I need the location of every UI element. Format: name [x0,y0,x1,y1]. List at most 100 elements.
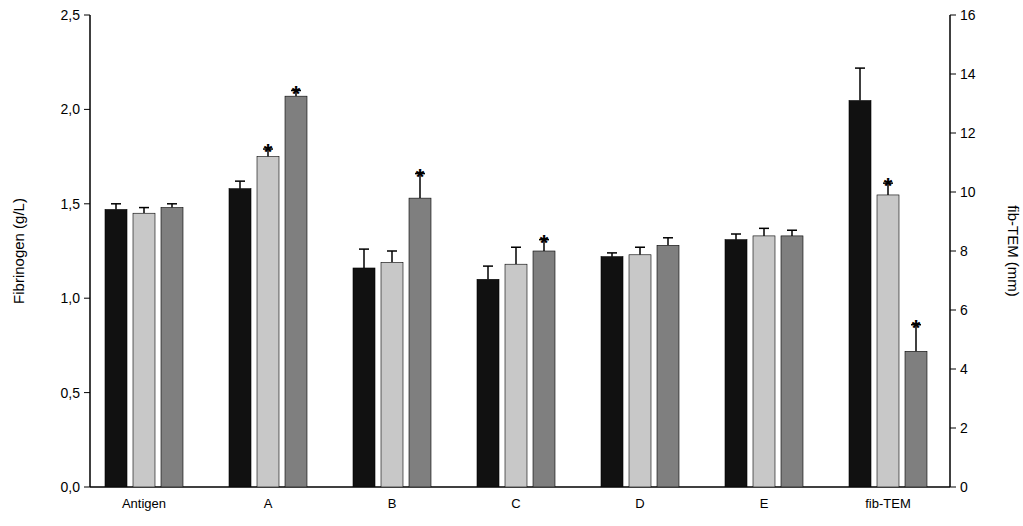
y-tick [84,298,90,299]
y-axis-line [89,15,91,487]
error-bar [139,208,149,214]
y2-tick [950,74,956,75]
x-tick-label: C [511,496,520,511]
error-cap [359,248,369,250]
bar [629,255,651,487]
error-bar [111,204,121,210]
bar [877,195,899,487]
bar [381,262,403,487]
y-tick-label: 1,0 [61,290,81,306]
bar [753,236,775,487]
x-tick-label: B [388,496,397,511]
significance-mark: * [912,315,921,340]
y2-tick [950,15,956,16]
bar [105,209,127,487]
error-cap [111,203,121,205]
y2-tick [950,369,956,370]
significance-mark: * [416,164,425,189]
error-cap [167,203,177,205]
y-tick-label: 0,0 [61,479,81,495]
error-stem [115,204,117,210]
y2-tick-label: 2 [960,420,968,436]
error-stem [143,208,145,214]
bar [657,245,679,487]
error-stem [735,234,737,240]
error-cap [511,246,521,248]
y2-tick-label: 10 [960,184,976,200]
error-bar [167,204,177,208]
bar [505,264,527,487]
error-bar [787,230,797,236]
y2-tick [950,487,956,488]
y2-tick-label: 4 [960,361,968,377]
error-cap [387,250,397,252]
error-cap [731,233,741,235]
y-tick-label: 2,5 [61,7,81,23]
error-bar [359,249,369,268]
x-tick-label: E [760,496,769,511]
chart: 0,00,51,01,52,02,50246810121416Fibrinoge… [0,0,1023,526]
error-bar [483,266,493,279]
y2-tick-label: 12 [960,125,976,141]
error-stem [391,251,393,262]
bar [849,101,871,487]
bar [905,351,927,487]
y2-tick [950,310,956,311]
y2-tick-label: 6 [960,302,968,318]
error-bar [663,238,673,246]
significance-mark: * [292,81,301,106]
error-stem [763,228,765,236]
error-stem [363,249,365,268]
y-tick [84,109,90,110]
error-stem [515,247,517,264]
error-bar [607,253,617,257]
bar [533,251,555,487]
y-tick-label: 1,5 [61,196,81,212]
error-cap [235,180,245,182]
error-cap [607,252,617,254]
bar [161,208,183,487]
y2-tick [950,192,956,193]
plot-area [105,68,927,487]
y2-tick-label: 0 [960,479,968,495]
error-stem [239,181,241,189]
error-bar [235,181,245,189]
error-cap [663,237,673,239]
y2-tick-label: 16 [960,7,976,23]
error-bar [855,68,865,100]
y2-axis-label: fib-TEM (mm) [1005,205,1022,297]
error-stem [791,230,793,236]
y2-tick [950,251,956,252]
bar [409,198,431,487]
y2-tick [950,133,956,134]
significance-mark: * [540,230,549,255]
x-tick-label: Antigen [122,496,166,511]
x-tick-label: A [264,496,273,511]
error-stem [667,238,669,246]
y-tick [84,487,90,488]
bar [133,213,155,487]
error-cap [139,207,149,209]
bar [601,257,623,487]
error-cap [787,229,797,231]
error-bar [635,247,645,255]
significance-mark: * [884,173,893,198]
error-stem [487,266,489,279]
x-tick-label: fib-TEM [865,496,911,511]
y2-tick-label: 8 [960,243,968,259]
error-bar [511,247,521,264]
y-tick-label: 0,5 [61,385,81,401]
bar [781,236,803,487]
y2-tick [950,428,956,429]
bar [285,96,307,487]
error-cap [635,246,645,248]
error-bar [759,228,769,236]
y2-tick-label: 14 [960,66,976,82]
bar [725,240,747,487]
error-stem [639,247,641,255]
y-tick-label: 2,0 [61,101,81,117]
y-tick [84,203,90,204]
significance-mark: * [264,139,273,164]
error-stem [859,68,861,100]
error-cap [483,265,493,267]
